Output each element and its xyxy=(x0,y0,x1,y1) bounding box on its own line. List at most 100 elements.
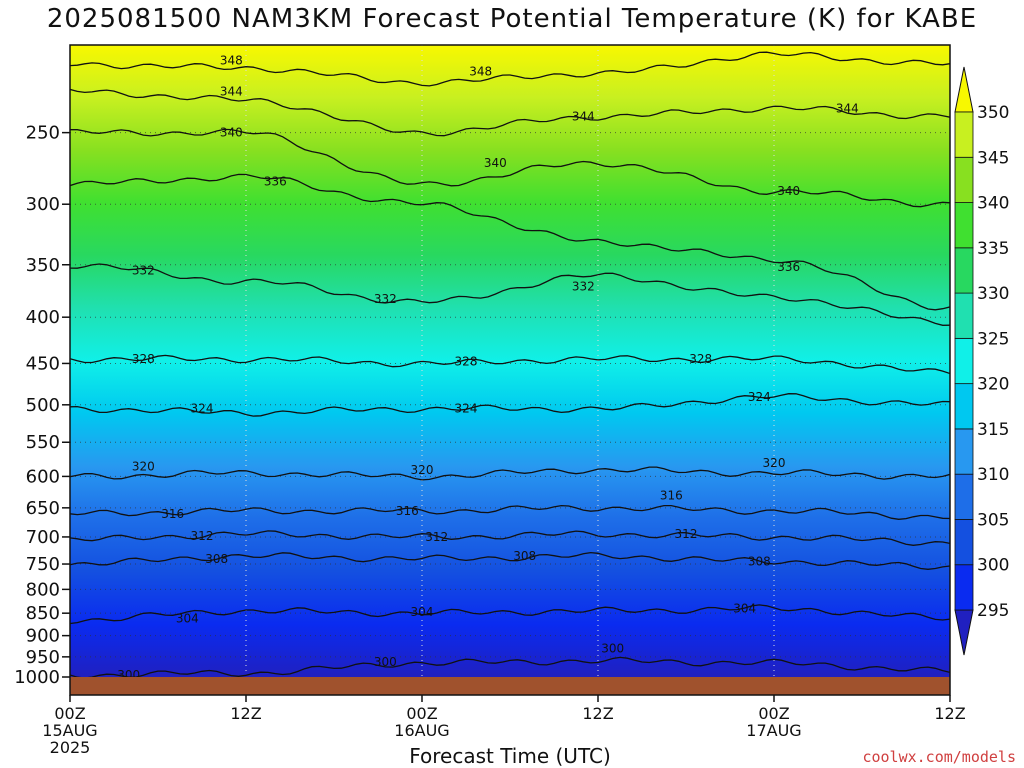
credit-text: coolwx.com/models xyxy=(862,748,1016,766)
colorbar-arrow-low xyxy=(954,609,974,656)
y-tick-label: 450 xyxy=(26,353,60,374)
contour-label: 300 xyxy=(601,642,624,656)
contour-label: 344 xyxy=(836,101,859,115)
contour-label: 308 xyxy=(513,549,536,563)
ground-surface xyxy=(70,677,950,695)
chart-title: 2025081500 NAM3KM Forecast Potential Tem… xyxy=(46,4,978,34)
y-axis-ticks: 2503003504004505005506006507007508008509… xyxy=(14,123,70,688)
x-tick-year: 2025 xyxy=(50,738,91,757)
colorbar-segment xyxy=(954,156,974,203)
contour-label: 324 xyxy=(191,402,214,416)
ground-strip xyxy=(70,677,950,695)
colorbar-label: 310 xyxy=(977,465,1009,485)
contour-line xyxy=(70,393,950,417)
contour-line xyxy=(70,263,950,326)
y-tick-label: 950 xyxy=(26,647,60,668)
contour-label: 336 xyxy=(777,260,800,274)
colorbar-label: 295 xyxy=(977,601,1009,621)
contour-label: 332 xyxy=(132,263,155,277)
contour-label: 304 xyxy=(733,602,756,616)
contour-label: 348 xyxy=(469,65,492,79)
x-tick-date: 17AUG xyxy=(746,721,801,740)
contour-label: 344 xyxy=(572,110,595,124)
contour-label: 304 xyxy=(411,605,434,619)
contour-lines xyxy=(70,51,950,677)
y-tick-label: 300 xyxy=(26,194,60,215)
x-axis-label: Forecast Time (UTC) xyxy=(409,744,611,768)
contour-label: 324 xyxy=(455,402,478,416)
colorbar: 295 300 305 310 315 320 325 330 335 340 345 350 xyxy=(954,66,1009,656)
contour-label: 316 xyxy=(161,507,184,521)
y-tick-label: 600 xyxy=(26,466,60,487)
colorbar-label: 325 xyxy=(977,329,1009,349)
contour-label: 308 xyxy=(205,552,228,566)
contour-line xyxy=(70,466,950,481)
y-tick-label: 550 xyxy=(26,432,60,453)
colorbar-segment xyxy=(954,337,974,385)
colorbar-segment xyxy=(954,292,974,339)
contour-label: 328 xyxy=(455,355,478,369)
y-tick-label: 850 xyxy=(26,603,60,624)
y-tick-label: 1000 xyxy=(14,667,60,688)
x-tick-label: 12Z xyxy=(230,704,261,723)
colorbar-label: 300 xyxy=(977,556,1009,576)
contour-label: 340 xyxy=(484,156,507,170)
y-tick-label: 750 xyxy=(26,554,60,575)
y-tick-label: 250 xyxy=(26,123,60,144)
frame-border xyxy=(69,44,951,696)
colorbar-segment xyxy=(954,202,974,249)
contour-label: 316 xyxy=(660,489,683,503)
y-tick-label: 500 xyxy=(26,395,60,416)
colorbar-segment xyxy=(954,383,974,430)
contour-line xyxy=(70,551,950,570)
plot-frame xyxy=(69,44,951,696)
contour-label: 328 xyxy=(689,352,712,366)
colorbar-label: 320 xyxy=(977,375,1009,395)
contour-label: 340 xyxy=(220,126,243,140)
contour-label: 324 xyxy=(748,390,771,404)
contour-line xyxy=(70,530,950,546)
plot-background xyxy=(70,45,950,677)
contour-line xyxy=(70,504,950,520)
contour-line xyxy=(70,656,950,677)
contour-label: 300 xyxy=(374,655,397,669)
colorbar-label: 350 xyxy=(977,103,1009,123)
contour-line xyxy=(70,128,950,208)
x-tick-label: 12Z xyxy=(582,704,613,723)
x-tick-date: 16AUG xyxy=(394,721,449,740)
colorbar-label: 335 xyxy=(977,239,1009,259)
y-tick-label: 800 xyxy=(26,579,60,600)
contour-label: 320 xyxy=(763,456,786,470)
contour-label: 312 xyxy=(191,529,214,543)
colorbar-segment xyxy=(954,247,974,294)
colorbar-label: 340 xyxy=(977,194,1009,214)
contour-label: 348 xyxy=(220,53,243,67)
contour-label: 320 xyxy=(132,459,155,473)
contour-line xyxy=(70,51,950,87)
colorbar-segment xyxy=(954,473,974,520)
contour-label: 304 xyxy=(176,612,199,626)
colorbar-label: 315 xyxy=(977,420,1009,440)
y-tick-label: 350 xyxy=(26,255,60,276)
contour-line xyxy=(70,354,950,375)
contour-label: 332 xyxy=(374,292,397,306)
colorbar-label: 345 xyxy=(977,148,1009,168)
contour-label: 312 xyxy=(425,530,448,544)
contour-label: 308 xyxy=(748,554,771,568)
x-tick-label: 00Z xyxy=(406,704,437,723)
contour-label: 336 xyxy=(264,174,287,188)
colorbar-segment xyxy=(954,564,974,611)
colorbar-segment xyxy=(954,519,974,566)
colorbar-segment xyxy=(954,428,974,475)
x-tick-label: 00Z xyxy=(758,704,789,723)
contour-label: 328 xyxy=(132,352,155,366)
y-tick-label: 900 xyxy=(26,626,60,647)
x-tick-label: 12Z xyxy=(934,704,965,723)
y-tick-label: 700 xyxy=(26,527,60,548)
colorbar-label: 305 xyxy=(977,510,1009,530)
contour-label: 320 xyxy=(411,463,434,477)
colorbar-arrow-high xyxy=(954,66,974,113)
